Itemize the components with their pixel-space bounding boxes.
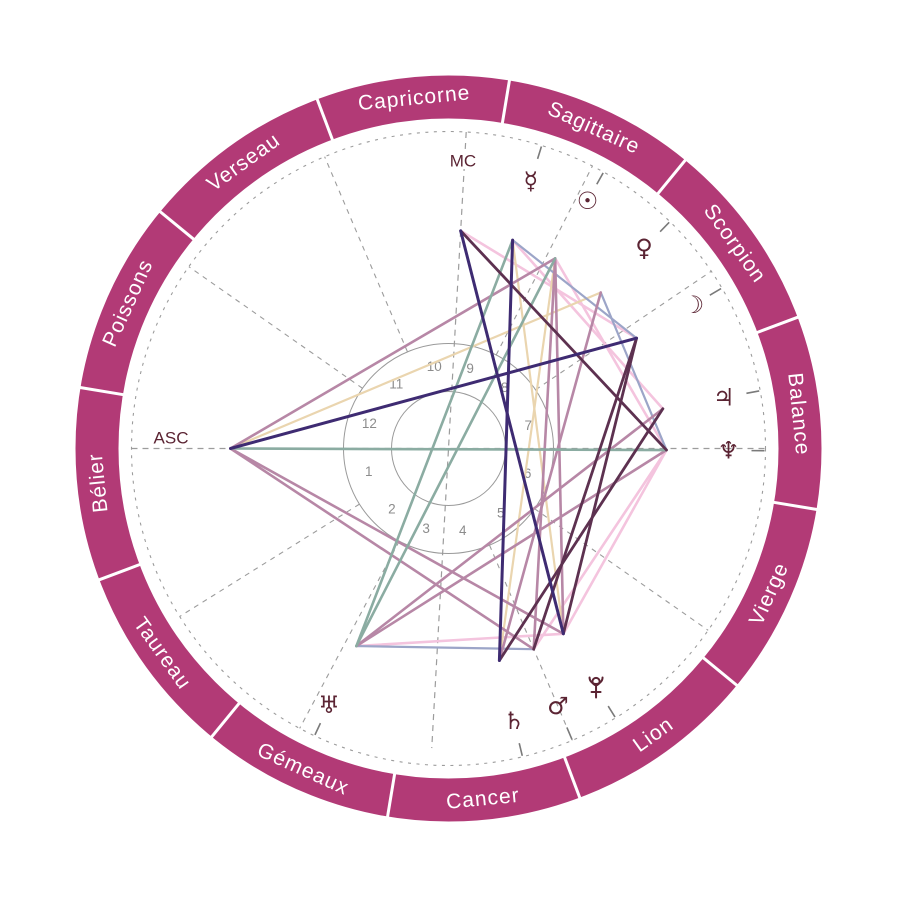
sun-icon: ☉ bbox=[577, 187, 599, 215]
aspect-line-asc-mars-trine bbox=[229, 447, 535, 651]
house-number-4: 4 bbox=[459, 523, 467, 538]
sign-divider-10 bbox=[701, 655, 740, 688]
aspect-line-mercury-saturn-quincunx bbox=[497, 238, 515, 662]
house-number-5: 5 bbox=[497, 506, 505, 521]
degree-tick-venus bbox=[659, 221, 670, 233]
house-number-6: 6 bbox=[524, 466, 532, 481]
aspect-line-mercury-pluto-sesquiquadrate bbox=[511, 239, 565, 635]
sign-divider-9 bbox=[562, 754, 582, 801]
uranus-icon: ♅ bbox=[318, 691, 340, 719]
mercury-icon: ☿ bbox=[523, 167, 538, 195]
degree-tick-moon bbox=[709, 287, 722, 296]
moon-icon: ☽ bbox=[683, 291, 705, 319]
venus-icon: ♀ bbox=[635, 234, 653, 262]
house-number-10: 10 bbox=[427, 359, 442, 374]
aspect-line-mercury-uranus-opposition bbox=[355, 238, 514, 648]
aspect-line-jupiter-saturn-square bbox=[497, 407, 665, 662]
aspect-line-asc-venus-sesquiquadrate bbox=[229, 291, 602, 450]
neptune-icon: ♆ bbox=[718, 436, 740, 464]
aspect-line-sun-mars-trine bbox=[532, 257, 557, 651]
aspect-line-moon-pluto-square bbox=[561, 336, 638, 636]
aspect-line-sun-saturn-sesquiquadrate bbox=[498, 257, 557, 662]
sign-divider-4 bbox=[157, 209, 196, 242]
aspect-line-mercury-jupiter-sextile bbox=[511, 238, 665, 411]
degree-tick-pluto bbox=[607, 705, 616, 718]
house-cusp-line-0 bbox=[179, 503, 360, 617]
aspect-line-moon-mars-square bbox=[532, 336, 638, 651]
house-number-1: 1 bbox=[365, 464, 373, 479]
mc-label: MC bbox=[450, 152, 476, 171]
aspect-line-moon-mercury-semisquare bbox=[511, 239, 638, 340]
house-number-12: 12 bbox=[362, 416, 377, 431]
aspect-line-neptune-mars-sextile bbox=[532, 448, 668, 651]
aspect-line-sun-uranus-opposition bbox=[355, 257, 557, 648]
aspect-line-jupiter-uranus-trine bbox=[355, 407, 665, 648]
aspect-line-venus-neptune-semisquare bbox=[599, 291, 668, 452]
aspect-line-sun-neptune-sextile bbox=[553, 257, 668, 452]
sign-divider-5 bbox=[78, 385, 126, 397]
house-number-9: 9 bbox=[466, 361, 474, 376]
house-number-2: 2 bbox=[388, 502, 396, 517]
sign-divider-7 bbox=[209, 701, 242, 740]
aspect-line-asc-moon-quincunx bbox=[229, 336, 639, 450]
sign-divider-1 bbox=[655, 157, 688, 196]
aspect-line-mc-moon-sextile bbox=[459, 229, 638, 340]
house-number-3: 3 bbox=[422, 521, 430, 536]
house-number-8: 8 bbox=[501, 380, 509, 395]
house-cusp-line-7 bbox=[188, 266, 363, 389]
aspect-line-uranus-pluto-sextile bbox=[355, 632, 565, 648]
house-cusp-line-6 bbox=[324, 156, 408, 353]
sign-divider-3 bbox=[315, 96, 335, 143]
sign-divider-8 bbox=[385, 771, 397, 819]
house-number-7: 7 bbox=[525, 418, 533, 433]
degree-tick-jupiter bbox=[746, 390, 760, 395]
degree-tick-sun bbox=[596, 172, 604, 185]
saturn-icon: ♄ bbox=[503, 707, 525, 735]
sign-divider-0 bbox=[754, 315, 801, 335]
aspect-line-mars-uranus-semisquare bbox=[355, 644, 535, 651]
sign-divider-11 bbox=[771, 500, 819, 512]
asc-label: ASC bbox=[154, 429, 189, 448]
aspect-line-neptune-pluto-sextile bbox=[562, 448, 668, 636]
house-cusp-line-1 bbox=[299, 540, 400, 729]
aspect-line-asc-sun-trine bbox=[229, 257, 557, 450]
aspect-line-mc-pluto-quincunx bbox=[459, 229, 565, 636]
pluto-icon bbox=[588, 676, 604, 699]
sign-divider-2 bbox=[500, 78, 512, 126]
zodiac-ring bbox=[75, 75, 822, 822]
degree-tick-mercury bbox=[536, 146, 543, 160]
mars-icon: ♂ bbox=[547, 692, 569, 720]
degree-tick-saturn bbox=[518, 742, 524, 756]
degree-tick-uranus bbox=[314, 722, 322, 736]
sign-divider-6 bbox=[96, 562, 143, 582]
jupiter-icon: ♃ bbox=[713, 383, 735, 411]
aspect-line-mc-neptune-square bbox=[459, 229, 668, 452]
degree-tick-mars bbox=[566, 727, 573, 740]
aspect-line-asc-neptune-opposition bbox=[229, 447, 668, 452]
